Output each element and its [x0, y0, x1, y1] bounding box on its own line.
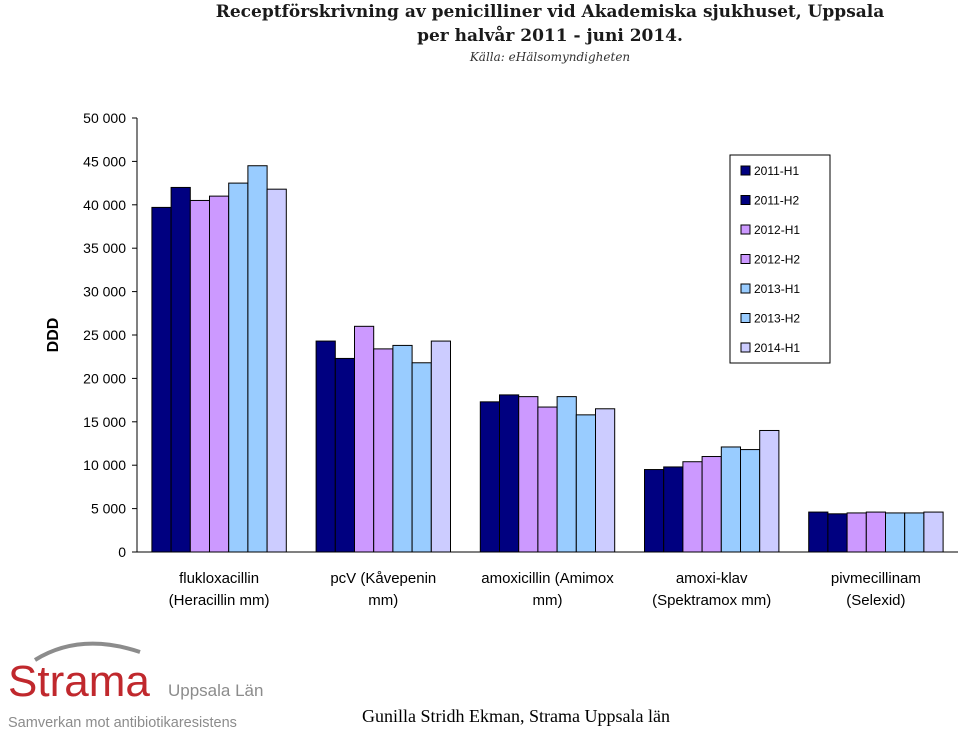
category-label: amoxicillin (Amimox [481, 570, 614, 587]
legend-swatch [740, 342, 751, 353]
bar [354, 325, 375, 553]
legend-swatch [740, 195, 751, 205]
bar [499, 394, 520, 553]
y-tick-label: 30 000 [83, 284, 126, 300]
legend-label: 2013-H2 [754, 312, 800, 326]
y-tick-label: 25 000 [83, 327, 126, 343]
bar [644, 469, 665, 553]
category-label: pivmecillinam [831, 570, 921, 587]
y-tick-label: 50 000 [83, 110, 126, 126]
chart-title-line1: Receptförskrivning av penicilliner vid A… [215, 2, 885, 22]
logo-name: Strama [8, 657, 150, 706]
legend-swatch [740, 224, 751, 235]
bar [682, 461, 703, 553]
bar [266, 188, 287, 553]
y-tick-label: 40 000 [83, 197, 126, 213]
legend-label: 2014-H1 [754, 341, 800, 355]
bar [334, 357, 355, 553]
legend-label: 2013-H1 [754, 282, 800, 296]
bar-chart: 0 5 000 10 000 15 000 20 000 25 000 30 000 35 0… [45, 110, 958, 609]
y-tick-label: 10 000 [83, 457, 126, 473]
bar [479, 401, 500, 553]
logo-tagline: Samverkan mot antibiotikaresistens [8, 715, 237, 731]
bar [170, 186, 191, 553]
bar [865, 511, 886, 553]
y-tick-label: 35 000 [83, 240, 126, 256]
strama-logo: Strama Uppsala Län Samverkan mot antibio… [8, 641, 263, 731]
chart-title-line2: per halvår 2011 - juni 2014. [417, 26, 683, 46]
y-tick-label: 0 [118, 544, 126, 560]
y-tick-label: 5 000 [91, 501, 126, 517]
legend-label: 2011-H2 [754, 194, 799, 208]
legend-swatch [740, 283, 751, 294]
category-label: (Heracillin mm) [169, 592, 270, 609]
category-label: mm) [533, 592, 563, 609]
legend-swatch [740, 254, 751, 264]
legend-swatch [740, 313, 751, 323]
category-label: pcV (Kåvepenin [330, 570, 436, 587]
category-label: amoxi-klav [676, 570, 748, 587]
bar [151, 206, 172, 553]
bar [740, 449, 761, 553]
bar [247, 165, 268, 553]
legend-swatch [740, 165, 751, 176]
category-label: mm) [368, 592, 398, 609]
legend-label: 2012-H1 [754, 223, 800, 237]
bar [411, 362, 432, 553]
bar [392, 344, 413, 553]
bar [885, 512, 906, 553]
logo-arc [33, 641, 141, 662]
category-label: (Selexid) [846, 592, 905, 609]
bar [808, 511, 829, 553]
bar [228, 182, 249, 553]
legend-box [729, 154, 831, 364]
y-tick-label: 15 000 [83, 414, 126, 430]
bar [759, 429, 780, 553]
legend-label: 2011-H1 [754, 164, 799, 178]
bar [209, 195, 230, 553]
bar [575, 414, 596, 553]
bar [701, 456, 722, 553]
bar [556, 396, 577, 553]
bar [373, 348, 394, 553]
bar [720, 446, 741, 553]
bar [595, 408, 616, 553]
legend-label: 2012-H2 [754, 253, 800, 267]
y-axis-label: DDD [45, 318, 62, 353]
bar [904, 512, 925, 553]
bar [189, 199, 211, 553]
chart-source: Källa: eHälsomyndigheten [469, 50, 631, 64]
author-credit: Gunilla Stridh Ekman, Strama Uppsala län [362, 706, 670, 726]
category-label: flukloxacillin [179, 570, 259, 587]
category-label: (Spektramox mm) [652, 592, 771, 609]
y-tick-label: 20 000 [83, 370, 126, 386]
bar [923, 511, 944, 553]
logo-region: Uppsala Län [168, 681, 263, 700]
bar [846, 512, 867, 553]
bar [430, 340, 451, 553]
bar [315, 340, 336, 553]
bar [663, 466, 684, 553]
bar [518, 396, 539, 553]
bar [537, 406, 558, 553]
y-tick-label: 45 000 [83, 153, 126, 169]
bar [827, 513, 848, 553]
